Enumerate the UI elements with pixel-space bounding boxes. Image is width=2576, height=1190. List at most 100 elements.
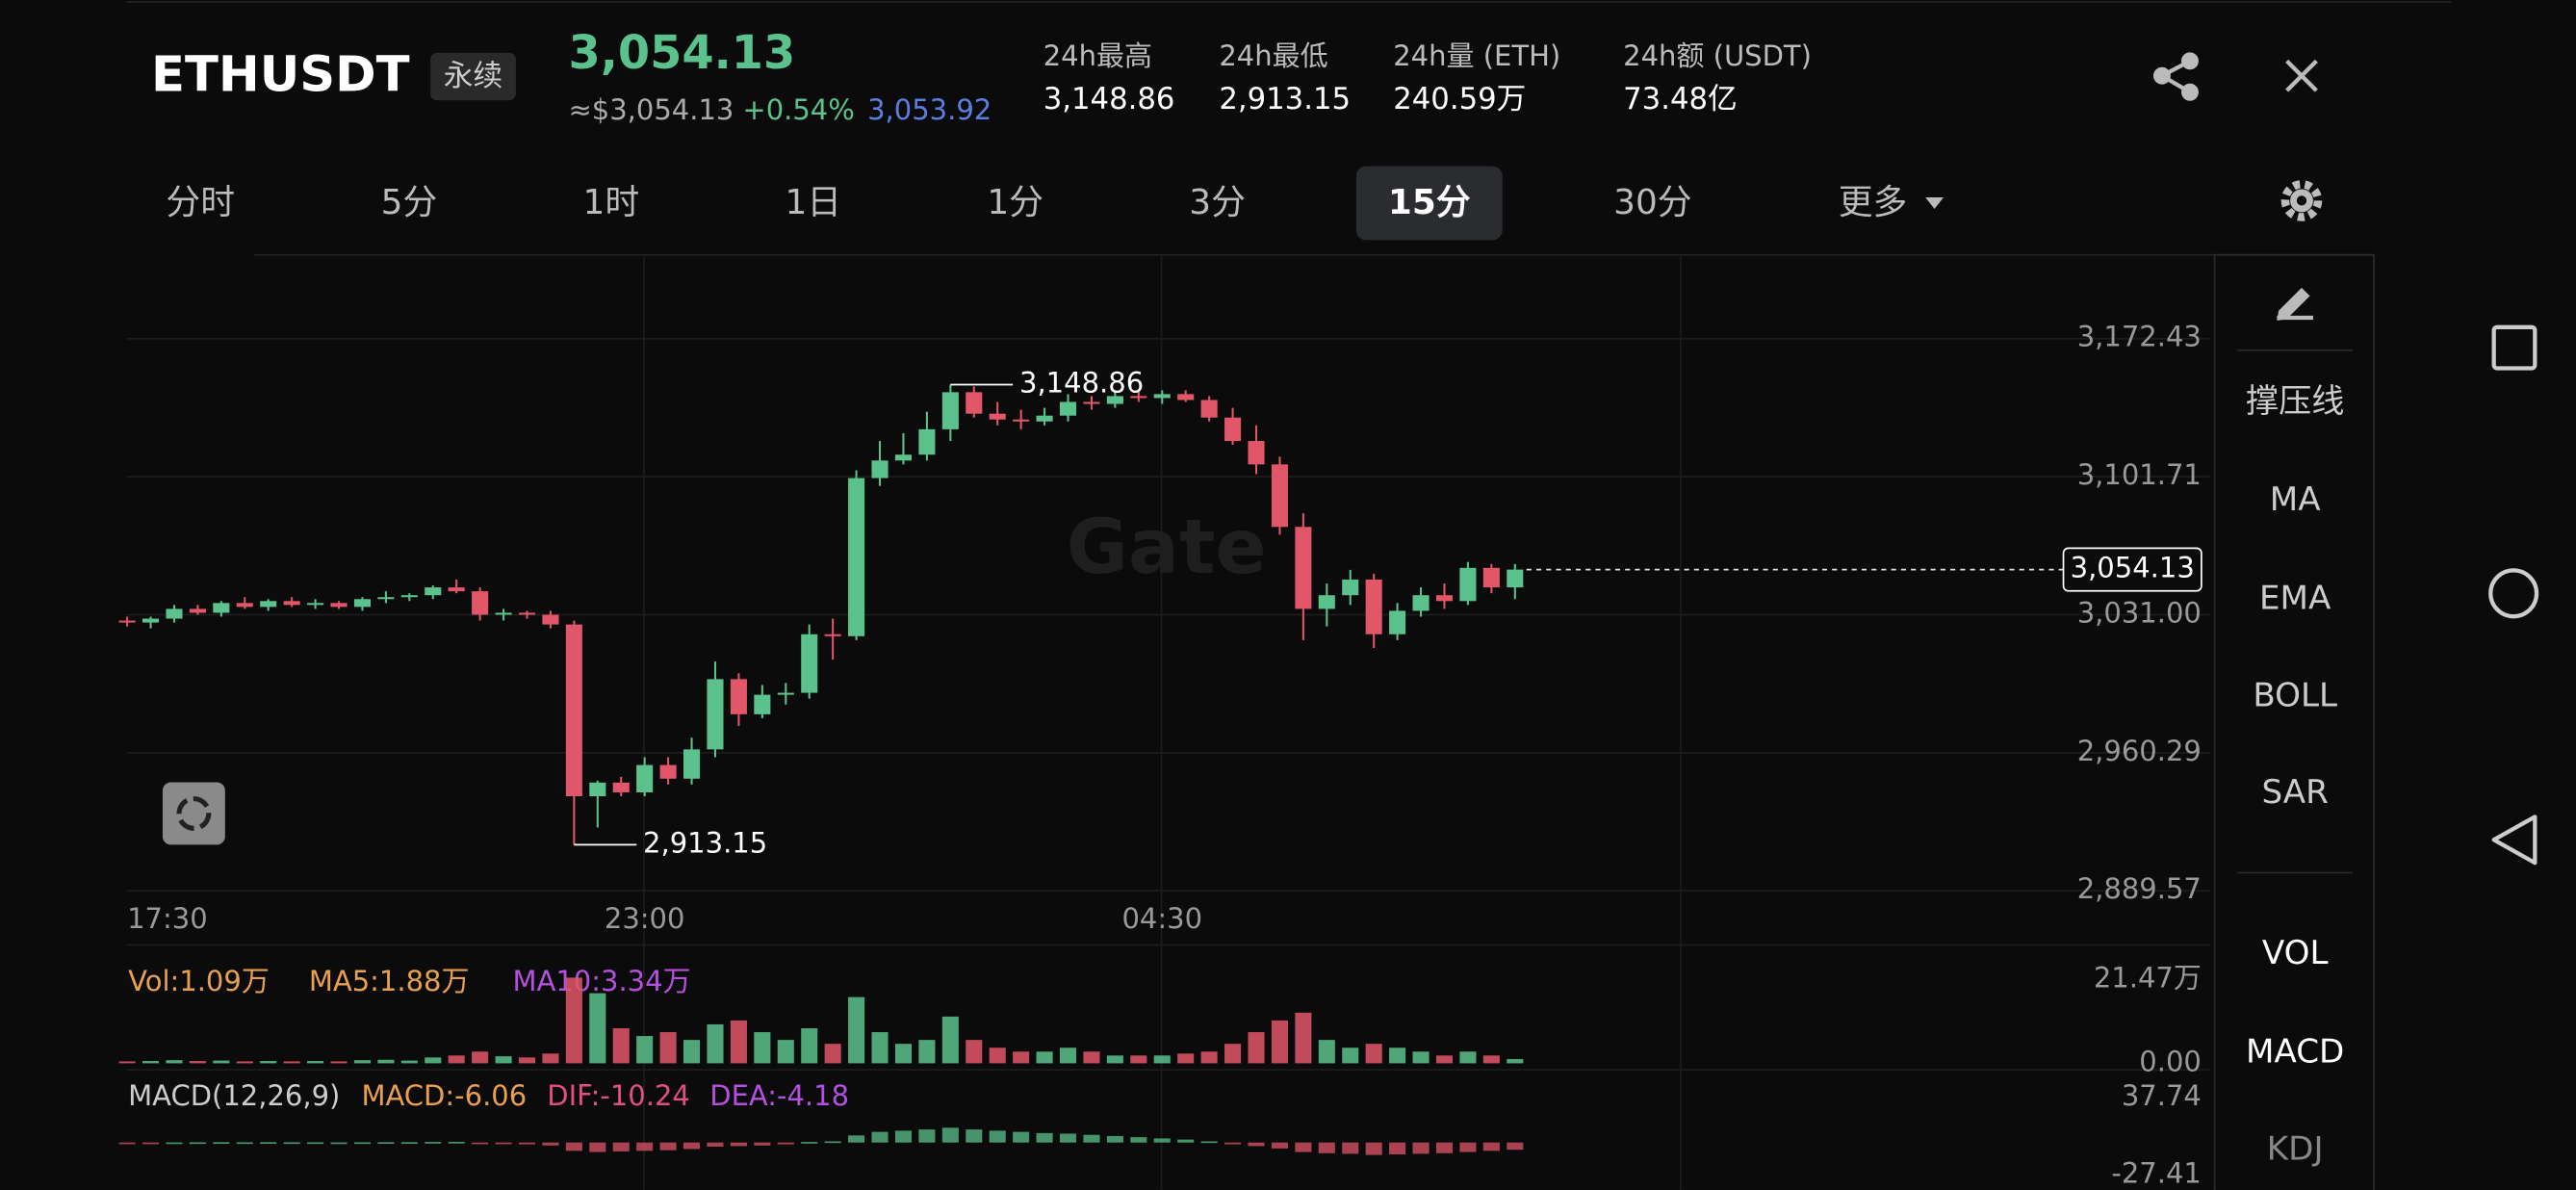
candle-body	[1365, 579, 1382, 634]
y-tick-label: 37.74	[2122, 1079, 2202, 1112]
macd-bar	[1153, 1138, 1171, 1143]
reset-button[interactable]	[162, 782, 225, 845]
volume-bar	[213, 1060, 230, 1064]
settings-icon[interactable]	[2280, 180, 2323, 221]
volume-bar	[1295, 1012, 1312, 1064]
volume-bar	[330, 1061, 348, 1064]
symbol[interactable]: ETHUSDT	[151, 45, 410, 103]
candle-body	[425, 587, 442, 596]
x-tick-label: 17:30	[127, 902, 208, 935]
tab[interactable]: 3分	[1189, 183, 1246, 222]
macd-bar	[730, 1142, 747, 1147]
candle-body	[754, 694, 771, 714]
candle-body	[1248, 441, 1265, 465]
candle-body	[1389, 610, 1406, 634]
indicator[interactable]: SAR	[2261, 773, 2328, 812]
share-icon[interactable]	[2152, 52, 2199, 101]
gear-hole	[2296, 195, 2307, 206]
indicator[interactable]: EMA	[2259, 580, 2331, 618]
macd-bar	[1106, 1135, 1123, 1143]
share-line	[2160, 59, 2191, 78]
draw-icon[interactable]	[2277, 287, 2313, 321]
candle-body	[1106, 396, 1123, 404]
candle-body	[848, 478, 865, 636]
sub-indicator[interactable]: MACD	[2246, 1033, 2344, 1072]
candle-body	[871, 460, 889, 479]
candle-body	[636, 764, 654, 792]
volume-bar	[1507, 1058, 1524, 1064]
close-icon[interactable]	[2285, 59, 2318, 92]
nav-recent[interactable]	[2491, 324, 2537, 371]
candle-body	[894, 454, 913, 461]
volume-bar	[307, 1060, 324, 1064]
macd-bar	[189, 1142, 206, 1145]
stat-label: 24h最低	[1219, 39, 1327, 72]
indicator[interactable]: 撑压线	[2246, 382, 2344, 421]
annotation-label: 3,148.86	[1019, 367, 1144, 400]
candle-body	[283, 601, 300, 606]
candle-body	[448, 587, 465, 592]
sub-indicator[interactable]: KDJ	[2267, 1129, 2324, 1168]
volume-bar	[1435, 1055, 1454, 1064]
tab[interactable]: 5分	[381, 183, 438, 222]
indicator[interactable]: BOLL	[2253, 676, 2337, 714]
sub-indicator[interactable]: VOL	[2262, 934, 2329, 972]
nav-home[interactable]	[2488, 568, 2539, 619]
usd-price: ≈$3,054.13	[568, 93, 734, 126]
candle-body	[142, 618, 160, 623]
share-line	[2160, 73, 2192, 94]
tab[interactable]: 分时	[166, 183, 235, 222]
pencil	[2277, 287, 2310, 321]
candle-body	[1083, 401, 1100, 404]
tab[interactable]: 1时	[583, 183, 640, 222]
plot: 3,172.43 3,101.71 3,031.00 2,960.29 2,889.57…	[118, 321, 2210, 1189]
volume-bar	[918, 1040, 936, 1064]
indicator[interactable]: MA	[2270, 480, 2321, 519]
volume-bar	[941, 1016, 959, 1064]
tab[interactable]: 15分	[1388, 183, 1471, 222]
macd-bar	[1459, 1142, 1477, 1152]
candle-body	[730, 679, 747, 714]
volume-bar	[377, 1059, 395, 1064]
macd-bar	[754, 1142, 771, 1146]
macd-bar	[801, 1142, 818, 1144]
macd-bar	[683, 1142, 701, 1150]
candle-body	[659, 764, 677, 779]
candle-body	[1342, 579, 1359, 596]
tab[interactable]: 1分	[987, 183, 1043, 222]
volume-bar	[707, 1023, 724, 1064]
volume-bar	[400, 1060, 418, 1064]
candle-body	[236, 603, 253, 608]
volume-bar	[1412, 1051, 1430, 1064]
macd-bar	[636, 1142, 654, 1151]
macd-bar	[1271, 1142, 1288, 1149]
change: +0.54%	[742, 93, 854, 126]
macd-bar	[871, 1131, 889, 1143]
tab[interactable]: 30分	[1613, 183, 1691, 222]
macd-bar	[1295, 1142, 1312, 1152]
last-price-label: 3,054.13	[2071, 552, 2195, 584]
candle-body	[1459, 567, 1477, 602]
volume-bar	[966, 1040, 983, 1064]
volume-bar	[542, 1053, 559, 1064]
macd-bar	[353, 1142, 371, 1145]
candle-body	[400, 595, 418, 598]
close-line	[2285, 59, 2318, 92]
volume-bar	[754, 1032, 771, 1064]
volume-bar	[612, 1027, 630, 1064]
macd-bar	[166, 1142, 183, 1145]
nav-back[interactable]	[2491, 815, 2537, 866]
volume-bar	[565, 977, 582, 1064]
macd-bar	[941, 1127, 959, 1143]
candle-body	[589, 782, 606, 797]
volume-bar	[683, 1040, 701, 1064]
annotation-label: 2,913.15	[643, 826, 767, 859]
legend-entry: MA5:1.88万	[309, 965, 470, 997]
candle-body	[260, 601, 277, 608]
price: 3,054.13	[568, 27, 795, 80]
macd-bar	[894, 1130, 913, 1143]
tab[interactable]: 1日	[785, 183, 841, 222]
watermark: Gate	[1067, 503, 1267, 591]
tab[interactable]: 更多	[1839, 183, 1908, 222]
